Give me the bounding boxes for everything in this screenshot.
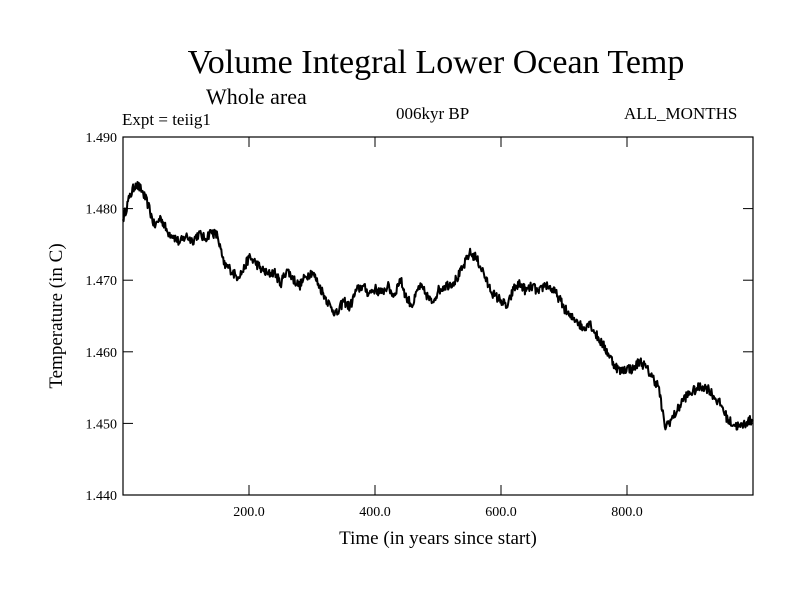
x-tick-label: 600.0 xyxy=(485,505,517,520)
period-label: 006kyr BP xyxy=(396,104,470,123)
experiment-label: Expt = teiig1 xyxy=(122,110,211,129)
x-tick-label: 200.0 xyxy=(233,505,265,520)
chart-title: Volume Integral Lower Ocean Temp xyxy=(187,44,685,81)
y-tick-label: 1.440 xyxy=(86,489,118,504)
chart-subtitle: Whole area xyxy=(206,84,307,109)
y-tick-label: 1.450 xyxy=(86,417,118,432)
y-axis-ticks: 1.440 1.450 1.460 1.470 1.480 1.490 xyxy=(86,131,753,504)
y-tick-label: 1.470 xyxy=(86,274,118,289)
months-label: ALL_MONTHS xyxy=(624,104,738,123)
series-line xyxy=(122,181,754,431)
y-tick-label: 1.490 xyxy=(86,131,118,146)
x-tick-label: 400.0 xyxy=(359,505,391,520)
plot-frame xyxy=(122,136,754,496)
x-axis-label: Time (in years since start) xyxy=(339,528,537,549)
x-axis-ticks: 200.0 400.0 600.0 800.0 xyxy=(233,137,643,520)
y-tick-label: 1.480 xyxy=(86,203,118,218)
y-axis-label: Temperature (in C) xyxy=(46,243,67,388)
y-tick-label: 1.460 xyxy=(86,346,118,361)
x-tick-label: 800.0 xyxy=(611,505,643,520)
